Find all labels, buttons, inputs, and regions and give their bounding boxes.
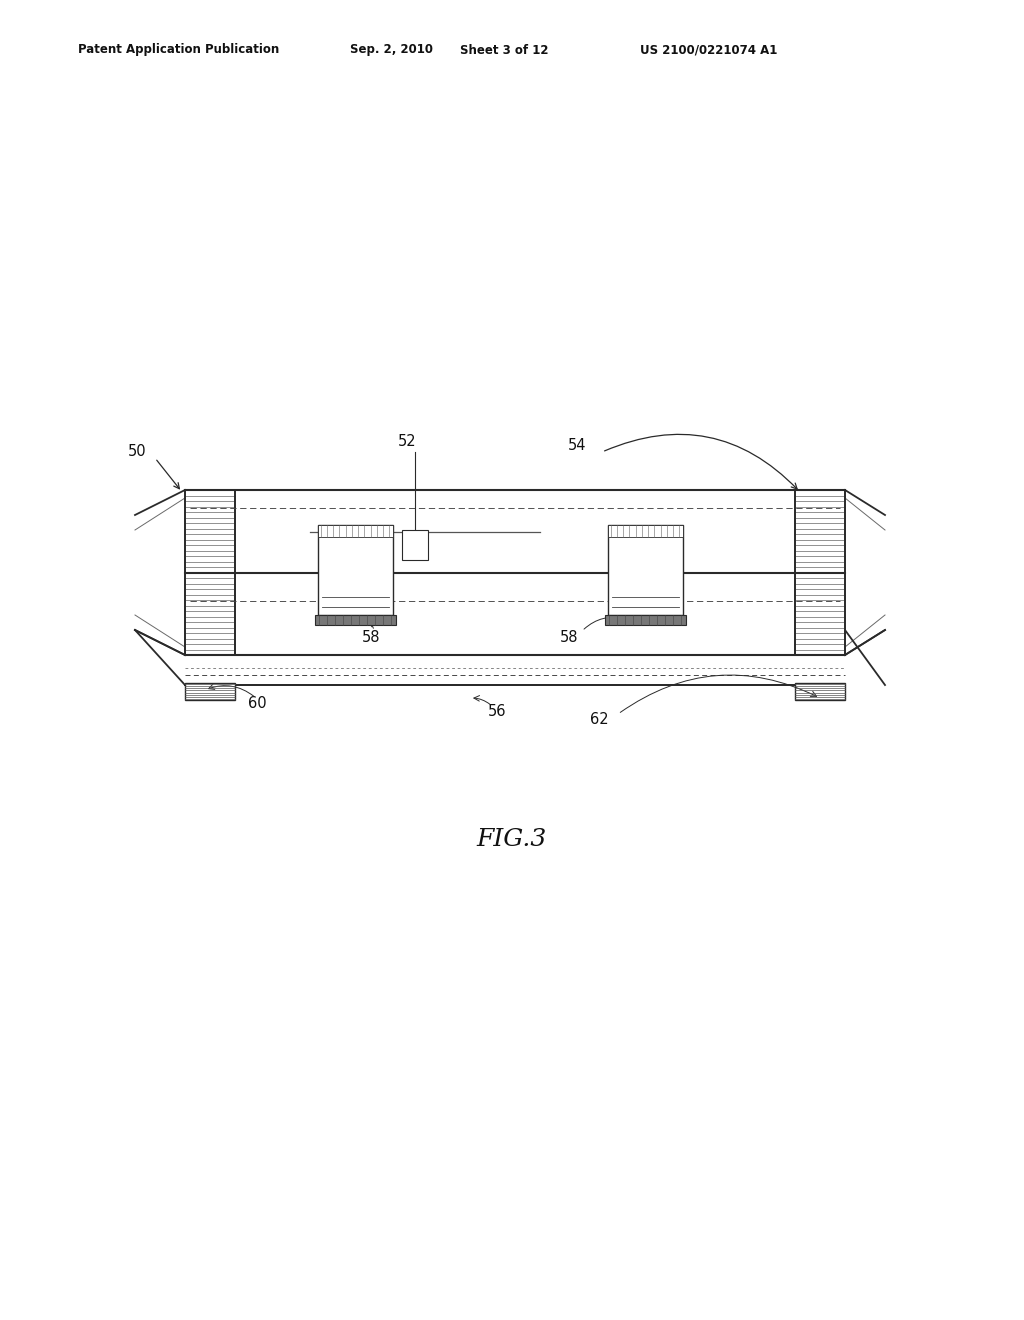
Text: 54: 54 xyxy=(568,438,587,454)
Text: 62: 62 xyxy=(590,713,608,727)
Text: FIG.3: FIG.3 xyxy=(477,829,547,851)
Text: Patent Application Publication: Patent Application Publication xyxy=(78,44,280,57)
Text: 58: 58 xyxy=(560,630,579,644)
Text: US 2100/0221074 A1: US 2100/0221074 A1 xyxy=(640,44,777,57)
Bar xyxy=(314,615,395,624)
Text: 60: 60 xyxy=(248,696,266,710)
Bar xyxy=(185,490,234,655)
Bar xyxy=(607,524,683,536)
Bar xyxy=(607,524,683,615)
Bar xyxy=(402,531,428,560)
Text: Sep. 2, 2010: Sep. 2, 2010 xyxy=(350,44,433,57)
Bar xyxy=(185,490,234,655)
Bar xyxy=(317,524,392,615)
Bar xyxy=(795,490,845,655)
Bar xyxy=(795,682,845,700)
Text: 52: 52 xyxy=(398,434,417,450)
Bar xyxy=(604,615,685,624)
Text: Sheet 3 of 12: Sheet 3 of 12 xyxy=(460,44,549,57)
Text: 58: 58 xyxy=(362,630,381,644)
Bar xyxy=(185,682,234,700)
Bar xyxy=(317,524,392,536)
Text: 50: 50 xyxy=(128,445,146,459)
Text: 56: 56 xyxy=(488,705,507,719)
Bar xyxy=(795,490,845,655)
